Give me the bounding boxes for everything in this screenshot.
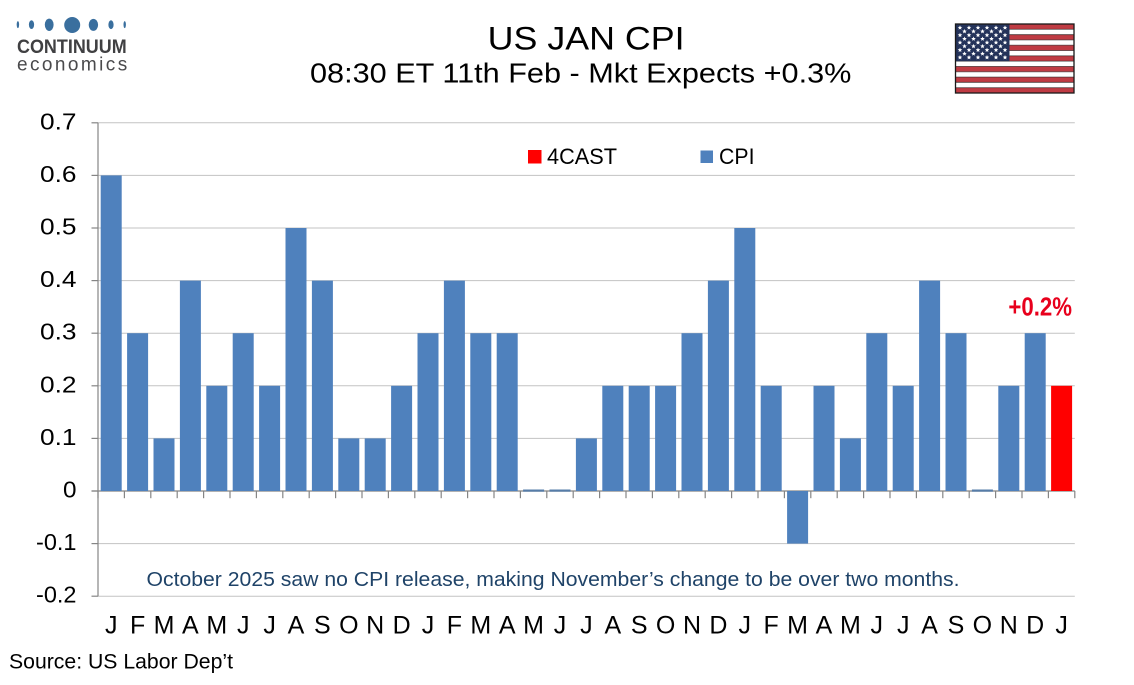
svg-text:4CAST: 4CAST (547, 144, 617, 169)
svg-text:0.6: 0.6 (40, 161, 77, 187)
svg-text:S: S (314, 612, 331, 640)
svg-text:S: S (631, 612, 648, 640)
svg-text:Source: US Labor Dep’t: Source: US Labor Dep’t (9, 651, 233, 674)
svg-text:N: N (1000, 612, 1018, 640)
svg-text:CONTINUUM: CONTINUUM (17, 37, 127, 58)
svg-text:A: A (921, 612, 938, 640)
svg-text:A: A (816, 612, 833, 640)
svg-text:F: F (447, 612, 462, 640)
svg-text:M: M (206, 612, 227, 640)
svg-text:CPI: CPI (719, 144, 755, 169)
svg-text:M: M (840, 612, 861, 640)
svg-text:0.2: 0.2 (40, 371, 77, 397)
svg-text:A: A (604, 612, 621, 640)
svg-text:-0.2: -0.2 (36, 582, 77, 608)
svg-text:0.4: 0.4 (40, 266, 77, 292)
svg-text:0.3: 0.3 (40, 319, 77, 345)
svg-text:08:30 ET 11th Feb - Mkt Expect: 08:30 ET 11th Feb - Mkt Expects +0.3% (310, 58, 851, 89)
svg-text:N: N (366, 612, 384, 640)
svg-text:O: O (339, 612, 358, 640)
svg-text:J: J (554, 612, 567, 640)
svg-text:0.5: 0.5 (40, 214, 77, 240)
svg-text:J: J (105, 612, 118, 640)
svg-text:M: M (523, 612, 544, 640)
svg-text:O: O (973, 612, 992, 640)
svg-text:A: A (499, 612, 516, 640)
svg-text:J: J (1055, 612, 1068, 640)
svg-text:-0.1: -0.1 (36, 529, 77, 555)
svg-text:F: F (764, 612, 779, 640)
svg-text:J: J (263, 612, 276, 640)
svg-text:A: A (182, 612, 199, 640)
svg-text:M: M (470, 612, 491, 640)
svg-text:A: A (288, 612, 305, 640)
svg-text:J: J (897, 612, 910, 640)
svg-text:US JAN CPI: US JAN CPI (488, 21, 685, 57)
svg-text:D: D (1026, 612, 1044, 640)
svg-text:S: S (948, 612, 965, 640)
svg-text:M: M (787, 612, 808, 640)
svg-text:economics: economics (17, 55, 127, 76)
svg-text:J: J (237, 612, 250, 640)
svg-text:+0.2%: +0.2% (1008, 294, 1072, 322)
svg-text:J: J (580, 612, 593, 640)
svg-text:J: J (422, 612, 435, 640)
svg-text:October 2025 saw no CPI releas: October 2025 saw no CPI release, making … (147, 568, 960, 591)
svg-text:0.7: 0.7 (40, 108, 77, 134)
svg-text:D: D (393, 612, 411, 640)
svg-text:D: D (709, 612, 727, 640)
svg-text:F: F (130, 612, 145, 640)
svg-text:M: M (154, 612, 175, 640)
svg-text:J: J (871, 612, 884, 640)
svg-text:J: J (739, 612, 752, 640)
svg-text:0: 0 (63, 477, 77, 503)
svg-text:O: O (656, 612, 675, 640)
svg-text:0.1: 0.1 (40, 424, 77, 450)
svg-text:N: N (683, 612, 701, 640)
